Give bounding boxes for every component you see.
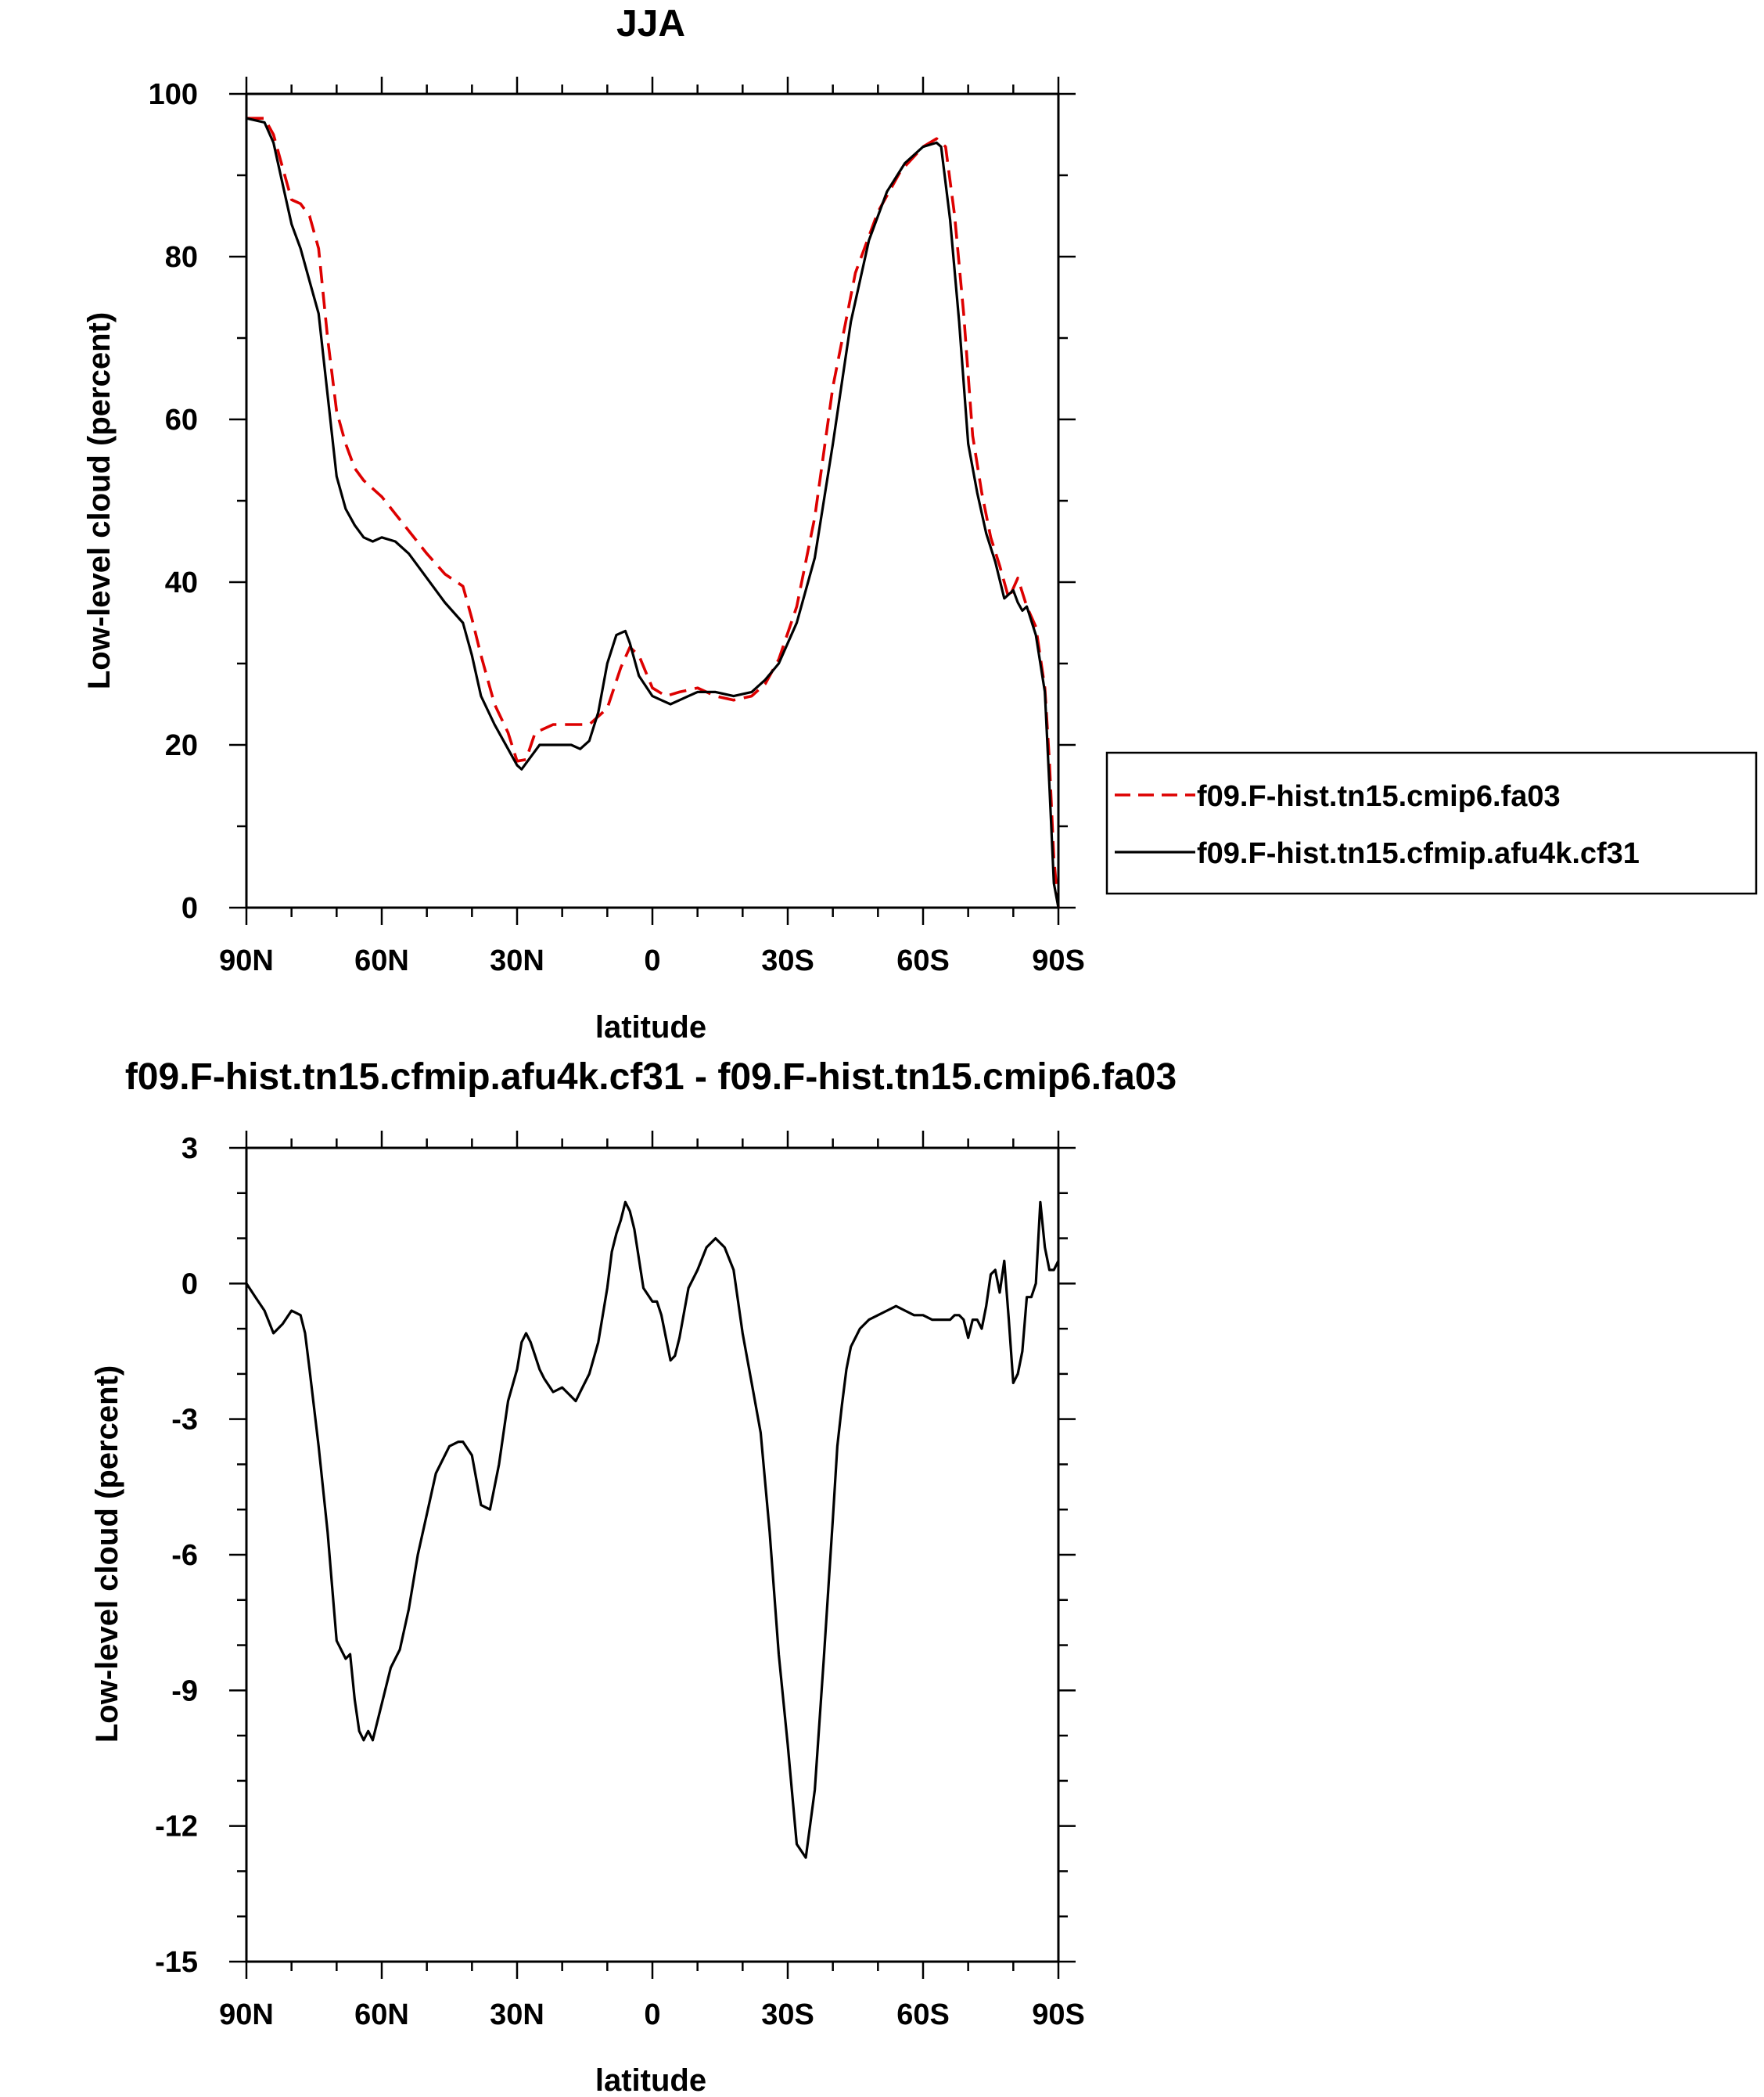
y-tick-label: -9 <box>171 1674 198 1707</box>
y-tick-label: 20 <box>165 729 198 762</box>
x-tick-label: 90N <box>219 1998 274 2031</box>
y-tick-label: 0 <box>181 892 198 925</box>
plot-frame-top <box>245 92 1060 909</box>
y-axis-label: Low-level cloud (percent) <box>82 312 117 689</box>
y-tick-label: 0 <box>181 1268 198 1300</box>
x-tick-label: 60S <box>896 944 950 977</box>
chart-title: JJA <box>616 3 685 45</box>
legend-label-afu4k: f09.F-hist.tn15.cfmip.afu4k.cf31 <box>1197 837 1640 870</box>
chart-top: JJA 90N 60N 30N 0 30S 60S 90S 0 20 40 60 80 100 lati… <box>82 3 1758 1045</box>
x-tick-label: 90S <box>1032 1998 1085 2031</box>
plot-frame-bottom <box>245 1146 1060 1963</box>
y-tick-label: 100 <box>149 78 198 111</box>
x-tick-label: 30N <box>490 1998 544 2031</box>
x-tick-label: 60S <box>896 1998 950 2031</box>
x-tick-label: 0 <box>644 1998 660 2031</box>
x-axis-label: latitude <box>595 1010 706 1045</box>
x-tick-label: 90S <box>1032 944 1085 977</box>
x-tick-label: 60N <box>354 1998 409 2031</box>
series-line-f09-f-hist-tn15-cfmip-afu4k-cf31 <box>246 117 1060 908</box>
legend-label-cmip6: f09.F-hist.tn15.cmip6.fa03 <box>1197 780 1561 813</box>
series-line-difference <box>245 1200 1060 1859</box>
x-tick-label: 30N <box>490 944 544 977</box>
series-line-f09-f-hist-tn15-cmip6-fa03 <box>246 117 1060 908</box>
y-tick-label: 3 <box>181 1132 198 1165</box>
x-tick-label: 60N <box>354 944 409 977</box>
legend: f09.F-hist.tn15.cmip6.fa03 f09.F-hist.tn… <box>1105 751 1758 895</box>
x-tick-label: 0 <box>644 944 660 977</box>
y-tick-label: 40 <box>165 567 198 599</box>
y-tick-label: -3 <box>171 1404 198 1437</box>
y-tick-label: -15 <box>155 1946 198 1979</box>
y-tick-label: 60 <box>165 404 198 437</box>
plot-area-top: 90N 60N 30N 0 30S 60S 90S 0 20 40 60 80 100 <box>149 77 1085 977</box>
y-axis-label-bottom: Low-level cloud (percent) <box>90 1365 124 1743</box>
x-tick-label: 30S <box>761 944 814 977</box>
y-tick-label: 80 <box>165 241 198 274</box>
x-tick-label: 90N <box>219 944 274 977</box>
x-tick-label: 30S <box>761 1998 814 2031</box>
legend-box <box>1105 751 1758 895</box>
y-tick-label: -6 <box>171 1539 198 1572</box>
chart-bottom: f09.F-hist.tn15.cfmip.afu4k.cf31 - f09.F… <box>90 1056 1177 2097</box>
x-axis-label-bottom: latitude <box>595 2063 706 2097</box>
chart-title-difference: f09.F-hist.tn15.cfmip.afu4k.cf31 - f09.F… <box>125 1056 1177 1098</box>
y-tick-label: -12 <box>155 1811 198 1843</box>
plot-area-bottom: 90N 60N 30N 0 30S 60S 90S 3 0 -3 -6 -9 -12 -15 <box>155 1131 1085 2031</box>
